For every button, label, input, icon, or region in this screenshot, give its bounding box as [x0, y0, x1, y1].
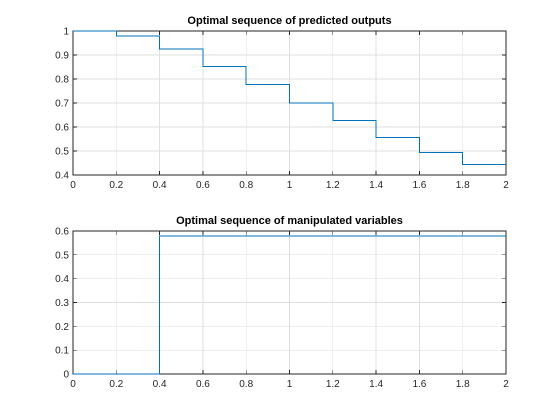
manipulated-variables-y-tick-label: 0.3 — [55, 298, 69, 309]
manipulated-variables-x-tick-label: 0.6 — [196, 379, 210, 390]
manipulated-variables-x-tick-label: 0 — [70, 379, 76, 390]
predicted-outputs-x-tick-label: 0.4 — [153, 180, 167, 191]
manipulated-variables-x-tick-label: 1.6 — [412, 379, 426, 390]
predicted-outputs-y-tick-label: 0.9 — [55, 51, 69, 62]
predicted-outputs-x-tick-label: 1.4 — [369, 180, 383, 191]
manipulated-variables-x-tick-label: 1 — [287, 379, 293, 390]
predicted-outputs-y-tick-label: 0.7 — [55, 99, 69, 110]
manipulated-variables-axes: 0 0.2 0.4 0.6 0.8 1 1.2 1.4 1.6 1.8 2 0 0.1 0.2 0.3 0.4… — [55, 215, 509, 390]
predicted-outputs-x-tick-label: 0.6 — [196, 180, 210, 191]
manipulated-variables-x-tick-label: 1.2 — [326, 379, 340, 390]
predicted-outputs-y-tick-label: 0.6 — [55, 123, 69, 134]
manipulated-variables-x-tick-label: 1.4 — [369, 379, 383, 390]
predicted-outputs-stairs-line — [73, 30, 506, 166]
predicted-outputs-y-tick-label: 0.4 — [55, 171, 69, 182]
predicted-outputs-y-tick-label: 0.8 — [55, 75, 69, 86]
manipulated-variables-y-tick-label: 0.2 — [55, 322, 69, 333]
manipulated-variables-y-tick-label: 0.5 — [55, 250, 69, 261]
predicted-outputs-y-tick-label: 1 — [63, 27, 69, 38]
predicted-outputs-x-tick-label: 0 — [70, 180, 76, 191]
predicted-outputs-x-tick-label: 0.2 — [109, 180, 123, 191]
manipulated-variables-stairs-line — [73, 235, 506, 375]
predicted-outputs-title: Optimal sequence of predicted outputs — [187, 15, 391, 27]
predicted-outputs-x-tick-label: 0.8 — [239, 180, 253, 191]
manipulated-variables-x-tick-label: 2 — [503, 379, 509, 390]
manipulated-variables-x-tick-label: 0.8 — [239, 379, 253, 390]
predicted-outputs-x-tick-label: 2 — [503, 180, 509, 191]
manipulated-variables-y-tick-label: 0.1 — [55, 346, 69, 357]
predicted-outputs-x-tick-label: 1.6 — [412, 180, 426, 191]
predicted-outputs-y-tick-label: 0.5 — [55, 147, 69, 158]
manipulated-variables-y-tick-label: 0 — [63, 370, 69, 381]
manipulated-variables-x-tick-label: 1.8 — [456, 379, 470, 390]
manipulated-variables-title: Optimal sequence of manipulated variable… — [176, 215, 403, 227]
predicted-outputs-x-tick-label: 1 — [287, 180, 293, 191]
manipulated-variables-x-tick-label: 0.2 — [109, 379, 123, 390]
predicted-outputs-axes: 0 0.2 0.4 0.6 0.8 1 1.2 1.4 1.6 1.8 2 0.4 0.5 0.6 0.7 0… — [55, 15, 509, 191]
manipulated-variables-x-tick-label: 0.4 — [153, 379, 167, 390]
manipulated-variables-y-tick-label: 0.4 — [55, 274, 69, 285]
predicted-outputs-x-tick-label: 1.8 — [456, 180, 470, 191]
predicted-outputs-x-tick-label: 1.2 — [326, 180, 340, 191]
manipulated-variables-y-tick-label: 0.6 — [55, 227, 69, 238]
